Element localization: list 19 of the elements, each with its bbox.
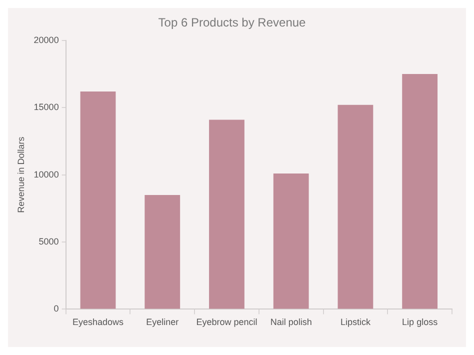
bar	[209, 120, 244, 309]
bar	[338, 104, 374, 309]
x-tick-label: Nail polish	[270, 317, 312, 328]
y-tick-label: 5000	[38, 236, 59, 246]
y-tick-label: 20000	[34, 34, 59, 45]
bar	[402, 74, 438, 309]
bar	[80, 91, 116, 309]
x-tick-label: Lip gloss	[402, 317, 438, 328]
chart-title: Top 6 Products by Revenue	[158, 16, 306, 30]
y-tick-label: 15000	[34, 102, 59, 112]
bar	[144, 194, 180, 309]
x-tick-label: Lipstick	[340, 317, 371, 328]
x-tick-label: Eyeshadows	[72, 317, 124, 328]
y-tick-label: 0	[54, 304, 59, 314]
y-axis-title: Revenue in Dollars	[16, 136, 26, 213]
x-tick-label: Eyebrow pencil	[196, 317, 258, 328]
y-tick-label: 10000	[34, 169, 59, 180]
x-tick-label: Eyeliner	[146, 317, 179, 328]
bar	[273, 173, 309, 309]
